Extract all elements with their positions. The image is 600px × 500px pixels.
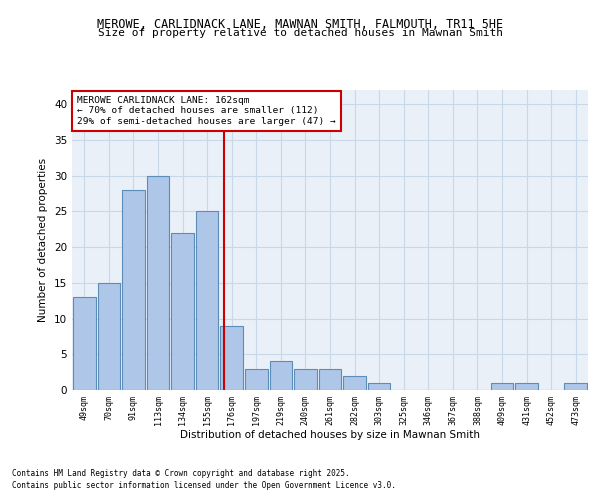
Bar	[343, 376, 366, 390]
Text: Contains public sector information licensed under the Open Government Licence v3: Contains public sector information licen…	[12, 481, 396, 490]
Bar	[565, 383, 587, 390]
Text: Size of property relative to detached houses in Mawnan Smith: Size of property relative to detached ho…	[97, 28, 503, 38]
Bar	[368, 383, 391, 390]
Bar	[122, 190, 145, 390]
Bar	[491, 383, 514, 390]
X-axis label: Distribution of detached houses by size in Mawnan Smith: Distribution of detached houses by size …	[180, 430, 480, 440]
Bar	[269, 362, 292, 390]
Text: MEROWE, CARLIDNACK LANE, MAWNAN SMITH, FALMOUTH, TR11 5HE: MEROWE, CARLIDNACK LANE, MAWNAN SMITH, F…	[97, 18, 503, 30]
Bar	[245, 368, 268, 390]
Text: Contains HM Land Registry data © Crown copyright and database right 2025.: Contains HM Land Registry data © Crown c…	[12, 468, 350, 477]
Bar	[319, 368, 341, 390]
Y-axis label: Number of detached properties: Number of detached properties	[38, 158, 49, 322]
Bar	[98, 283, 120, 390]
Bar	[73, 297, 95, 390]
Bar	[171, 233, 194, 390]
Bar	[294, 368, 317, 390]
Bar	[515, 383, 538, 390]
Text: MEROWE CARLIDNACK LANE: 162sqm
← 70% of detached houses are smaller (112)
29% of: MEROWE CARLIDNACK LANE: 162sqm ← 70% of …	[77, 96, 336, 126]
Bar	[220, 326, 243, 390]
Bar	[196, 212, 218, 390]
Bar	[146, 176, 169, 390]
